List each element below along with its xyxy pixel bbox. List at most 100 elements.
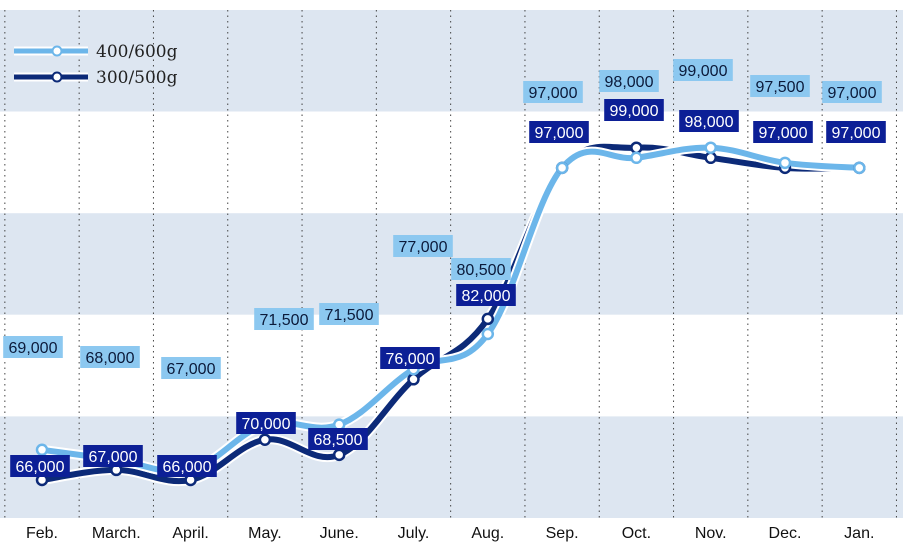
data-point [481, 312, 495, 326]
data-point [630, 141, 643, 154]
data-label-box [3, 336, 63, 358]
data-point [555, 161, 569, 175]
data-label-text: 68,000 [86, 350, 135, 367]
data-label-text: 97,000 [832, 125, 881, 142]
data-label: 76,000 [380, 347, 440, 369]
x-tick-label: July. [398, 525, 430, 542]
data-label: 82,000 [456, 284, 516, 306]
vertical-gridlines [4, 10, 897, 518]
data-label-box [80, 346, 140, 368]
data-label: 97,000 [822, 81, 882, 103]
data-label-box [308, 428, 368, 450]
data-label-text: 67,000 [167, 361, 216, 378]
x-tick-label: May. [248, 525, 281, 542]
x-tick-label: Feb. [26, 525, 58, 542]
data-label-box [604, 99, 664, 121]
x-axis-ticks: Feb. March. April. May. June. July. Aug. Sep. Oc… [26, 525, 874, 542]
data-point [778, 156, 792, 170]
data-label-box [826, 121, 886, 143]
x-tick-label: April. [172, 525, 208, 542]
data-label-text: 68,500 [314, 432, 363, 449]
data-label: 97,000 [523, 81, 583, 103]
data-label: 67,000 [83, 445, 143, 467]
data-label-text: 97,000 [828, 85, 877, 102]
x-tick-label: March. [92, 525, 141, 542]
data-point [853, 161, 866, 175]
data-label: 68,500 [308, 428, 368, 450]
data-label-text: 70,000 [242, 416, 291, 433]
data-label-text: 97,500 [756, 79, 805, 96]
data-point [35, 443, 49, 457]
data-label: 98,000 [679, 110, 739, 132]
data-label-text: 98,000 [605, 74, 654, 91]
data-label-box [380, 347, 440, 369]
data-label-text: 77,000 [399, 239, 448, 256]
legend-marker [51, 45, 63, 57]
data-point [630, 151, 643, 165]
data-label-box [599, 70, 659, 92]
data-label: 70,000 [236, 412, 296, 434]
x-tick-label: Dec. [769, 525, 802, 542]
data-label: 66,000 [157, 455, 217, 477]
data-label-text: 76,000 [386, 351, 435, 368]
data-label-text: 97,000 [759, 125, 808, 142]
data-label: 77,000 [393, 235, 453, 257]
data-label-box [254, 308, 314, 330]
data-point [407, 373, 420, 386]
legend-marker [51, 71, 63, 83]
x-tick-label: Aug. [471, 525, 504, 542]
legend-label: 300/500g [96, 68, 178, 88]
data-label-text: 98,000 [685, 114, 734, 131]
data-label-box [529, 121, 589, 143]
data-label: 99,000 [673, 59, 733, 81]
data-label-text: 97,000 [529, 85, 578, 102]
data-point [332, 448, 346, 462]
data-label-box [393, 235, 453, 257]
data-label-box [161, 357, 221, 379]
data-label-text: 82,000 [462, 288, 511, 305]
x-tick-label: Nov. [695, 525, 727, 542]
data-label-box [83, 445, 143, 467]
data-point [481, 327, 495, 341]
data-point [258, 433, 272, 446]
data-label: 71,500 [254, 308, 314, 330]
data-label-text: 99,000 [610, 103, 659, 120]
data-label: 69,000 [3, 336, 63, 358]
data-label: 66,000 [10, 455, 70, 477]
background-band [0, 314, 903, 417]
data-label-text: 99,000 [679, 63, 728, 80]
data-label-text: 71,500 [325, 307, 374, 324]
data-label: 97,000 [826, 121, 886, 143]
data-label-box [673, 59, 733, 81]
data-label-box [451, 258, 511, 280]
x-tick-label: Jan. [844, 525, 874, 542]
data-label-text: 97,000 [535, 125, 584, 142]
data-label: 80,500 [451, 258, 511, 280]
data-label-text: 80,500 [457, 262, 506, 279]
data-label-box [319, 303, 379, 325]
data-point [704, 141, 717, 154]
data-label-box [10, 455, 70, 477]
data-label-box [456, 284, 516, 306]
x-tick-label: Oct. [622, 525, 651, 542]
data-label-text: 66,000 [16, 459, 65, 476]
data-label-box [753, 121, 813, 143]
data-label: 97,000 [753, 121, 813, 143]
data-label-text: 69,000 [9, 340, 58, 357]
legend: 400/600g 300/500g [14, 42, 178, 88]
data-label: 68,000 [80, 346, 140, 368]
data-label: 67,000 [161, 357, 221, 379]
x-tick-label: June. [320, 525, 359, 542]
data-label-box [157, 455, 217, 477]
data-label-box [822, 81, 882, 103]
data-label: 97,000 [529, 121, 589, 143]
data-label-box [679, 110, 739, 132]
data-label-box [523, 81, 583, 103]
data-label-text: 67,000 [89, 449, 138, 466]
x-tick-label: Sep. [546, 525, 579, 542]
data-label: 71,500 [319, 303, 379, 325]
data-label-text: 66,000 [163, 459, 212, 476]
data-label-box [236, 412, 296, 434]
data-point [704, 151, 717, 165]
